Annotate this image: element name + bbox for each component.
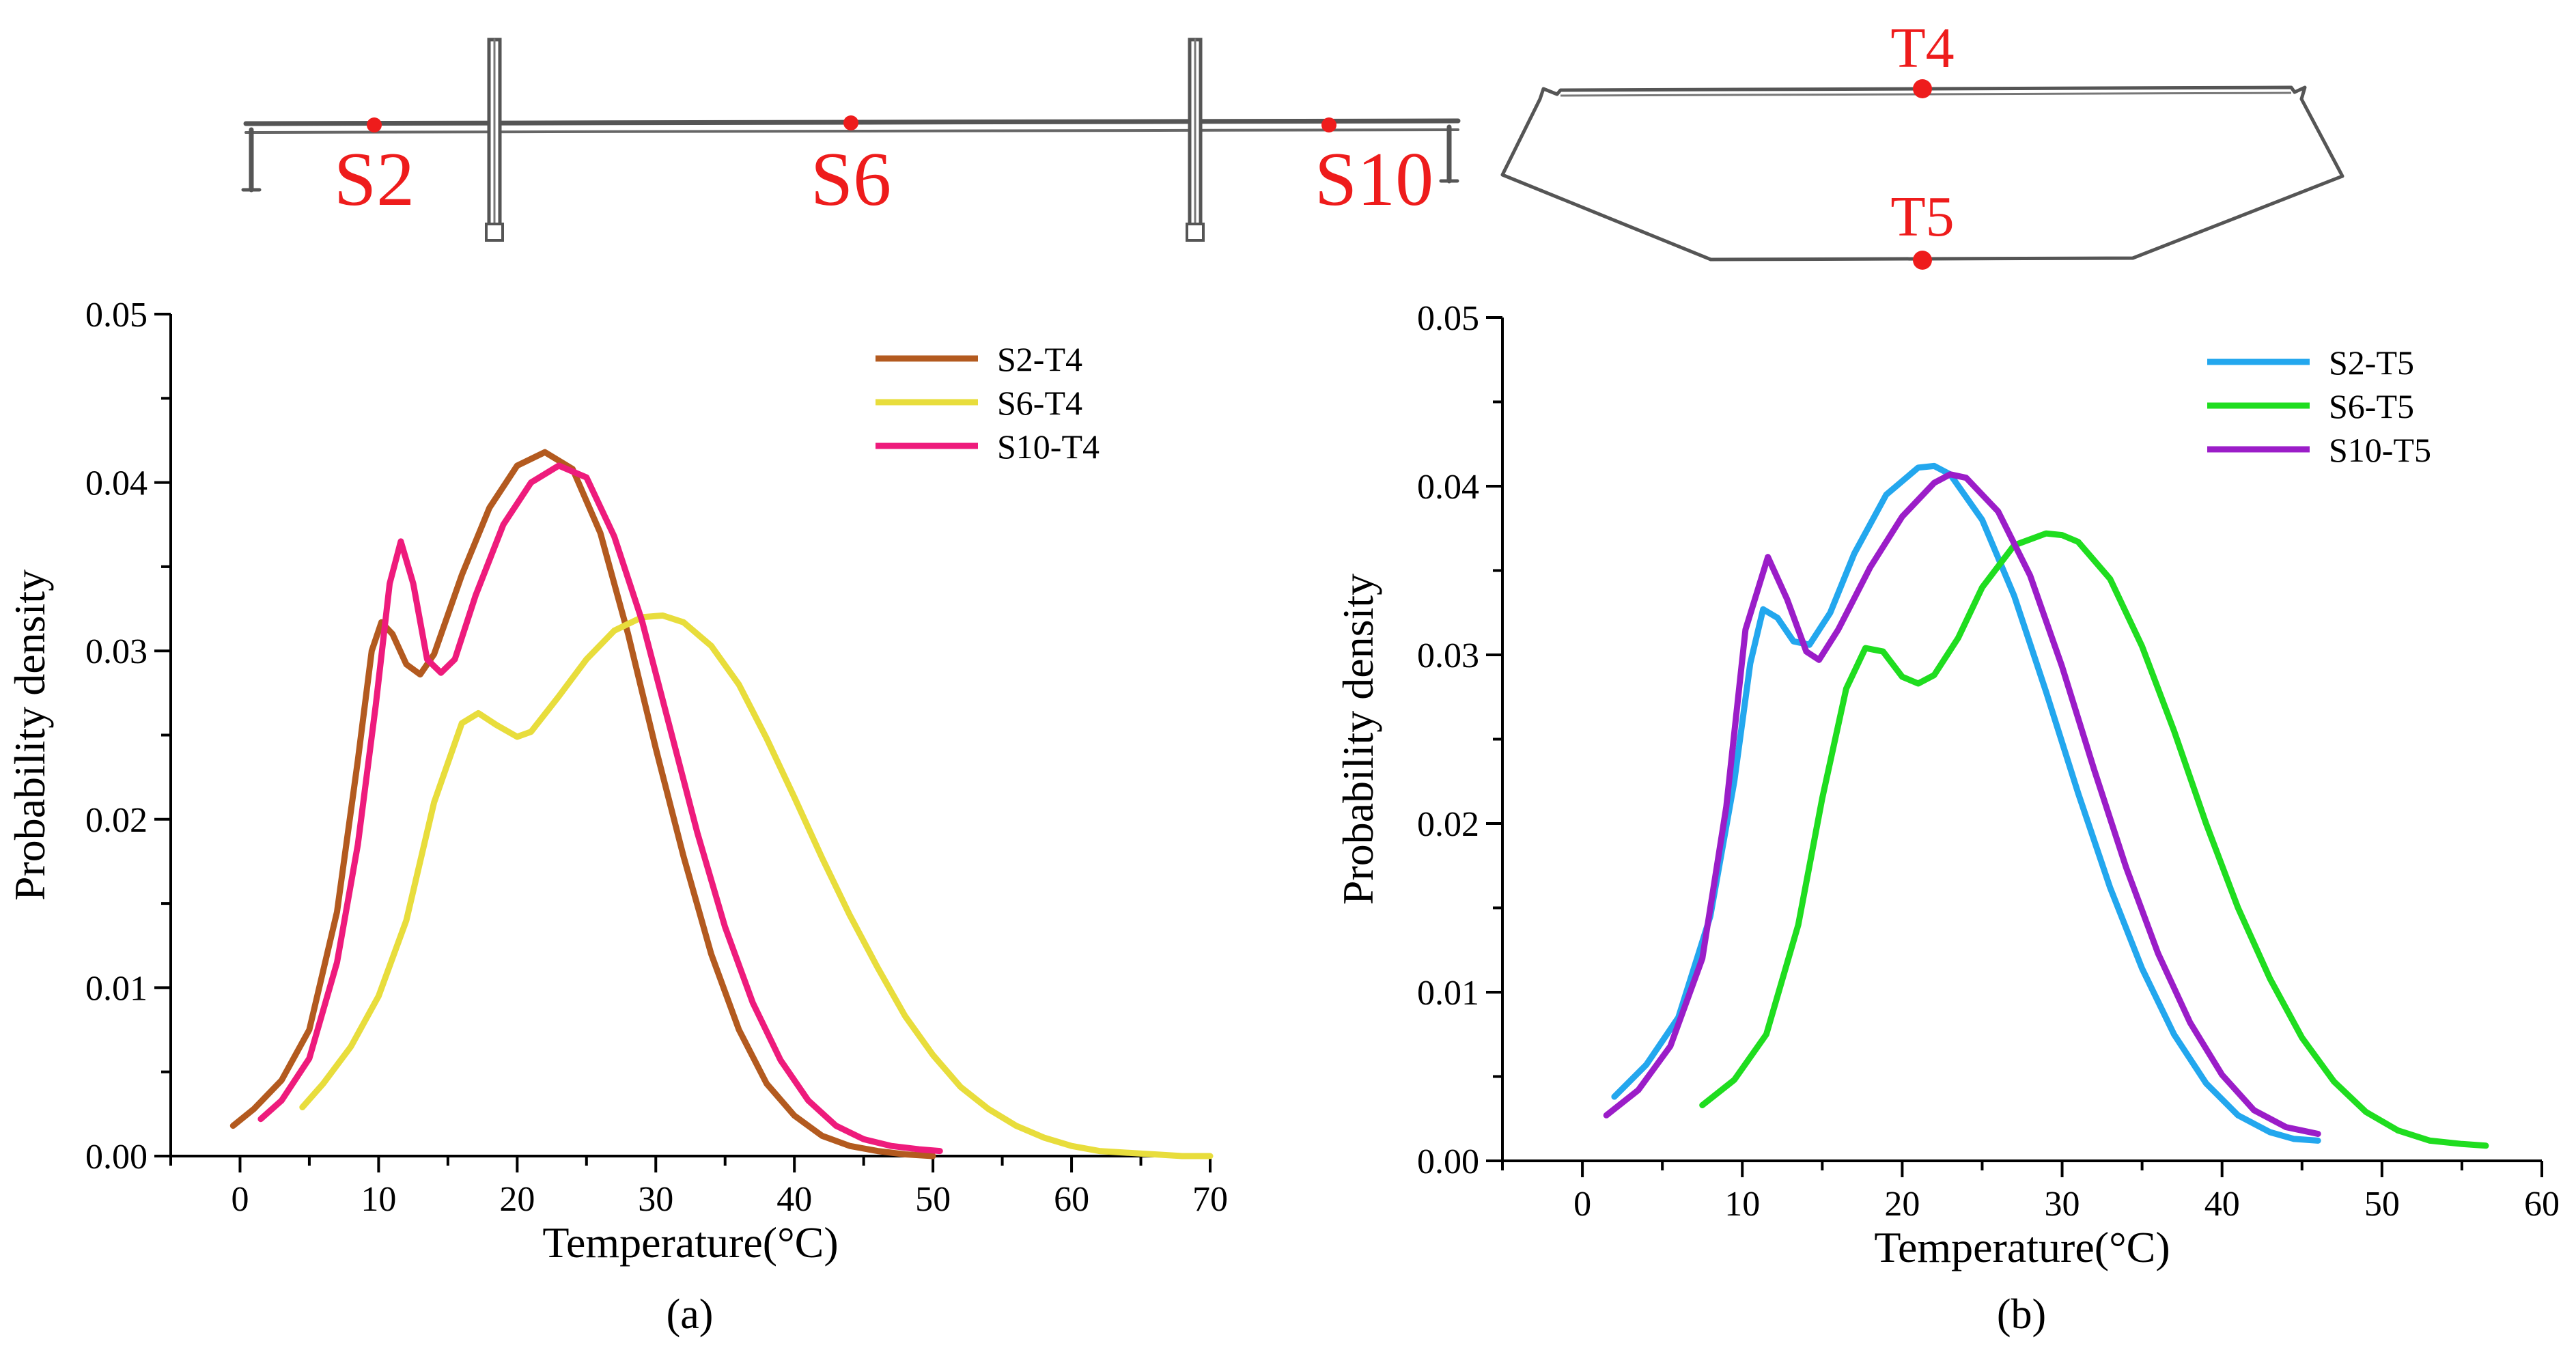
- y-tick-label: 0.00: [85, 1138, 148, 1177]
- x-axis-title: Temperature(°C): [1874, 1223, 2170, 1271]
- label-s10: S10: [1315, 137, 1433, 222]
- x-tick-label: 70: [1192, 1180, 1228, 1219]
- series-line-s2-t4: [229, 449, 936, 1159]
- marker-s2: [367, 117, 382, 132]
- legend-label-s2-t4: S2-T4: [997, 340, 1082, 378]
- legend-label-s10-t4: S10-T4: [997, 427, 1100, 466]
- x-tick-label: 10: [1724, 1185, 1760, 1224]
- y-tick-label: 0.05: [85, 296, 148, 335]
- y-tick-label: 0.02: [1417, 805, 1479, 844]
- bridge-elevation-diagram: S2 S6 S10: [241, 38, 1461, 242]
- x-tick-label: 40: [776, 1180, 812, 1219]
- y-tick-label: 0.02: [85, 801, 148, 840]
- marker-t5: [1913, 251, 1932, 270]
- series-line-s10-t4: [257, 462, 943, 1155]
- series-line-s6-t4: [299, 612, 1214, 1159]
- cross-section-diagram: T4 T5: [1500, 16, 2344, 270]
- y-tick-label: 0.05: [1417, 299, 1479, 338]
- label-s2: S2: [334, 137, 415, 222]
- panel-label: (b): [1997, 1291, 2046, 1338]
- x-tick-label: 50: [915, 1180, 951, 1219]
- series-line-s6-t5: [1699, 530, 2489, 1149]
- y-tick-label: 0.04: [1417, 468, 1479, 507]
- x-axis-title: Temperature(°C): [542, 1218, 838, 1267]
- x-tick-label: 50: [2364, 1185, 2400, 1224]
- x-tick-label: 30: [2045, 1185, 2080, 1224]
- x-tick-label: 0: [1573, 1185, 1591, 1224]
- y-tick-label: 0.03: [1417, 636, 1479, 675]
- chart-panel-b: 0 10 20 30 40 50 60 0.00 0.01 0.02 0.03 0.04 0.05 Tem…: [1334, 299, 2560, 1338]
- chart-panel-a: 0 10 20 30 40 50 60 70 0.00 0.01 0.02 0.03 0.04 0.05 T…: [5, 296, 1228, 1338]
- y-tick-label: 0.01: [85, 969, 148, 1008]
- legend-label-s2-t5: S2-T5: [2329, 343, 2414, 382]
- marker-t4: [1913, 79, 1932, 98]
- x-tick-label: 60: [1054, 1180, 1089, 1219]
- y-tick-label: 0.00: [1417, 1142, 1479, 1181]
- legend-label-s6-t4: S6-T4: [997, 384, 1082, 422]
- label-s6: S6: [811, 137, 891, 222]
- marker-s6: [843, 115, 858, 130]
- x-tick-label: 0: [231, 1180, 249, 1219]
- x-tick-label: 40: [2204, 1185, 2240, 1224]
- legend-label-s6-t5: S6-T5: [2329, 387, 2414, 425]
- y-tick-label: 0.04: [85, 464, 148, 503]
- x-tick-label: 60: [2524, 1185, 2560, 1224]
- marker-s10: [1321, 117, 1336, 132]
- x-tick-label: 10: [361, 1180, 396, 1219]
- x-tick-label: 30: [638, 1180, 673, 1219]
- y-tick-label: 0.03: [85, 632, 148, 671]
- x-tick-label: 20: [1884, 1185, 1920, 1224]
- y-tick-label: 0.01: [1417, 974, 1479, 1013]
- series-line-s10-t5: [1603, 471, 2321, 1137]
- y-axis-title: Probability density: [5, 569, 54, 901]
- panel-label: (a): [667, 1291, 714, 1338]
- label-t4: T4: [1890, 16, 1954, 80]
- x-tick-label: 20: [499, 1180, 535, 1219]
- legend-label-s10-t5: S10-T5: [2329, 431, 2431, 469]
- series-line-s2-t5: [1611, 462, 2321, 1144]
- y-axis-title: Probability density: [1334, 574, 1382, 905]
- label-t5: T5: [1890, 185, 1954, 249]
